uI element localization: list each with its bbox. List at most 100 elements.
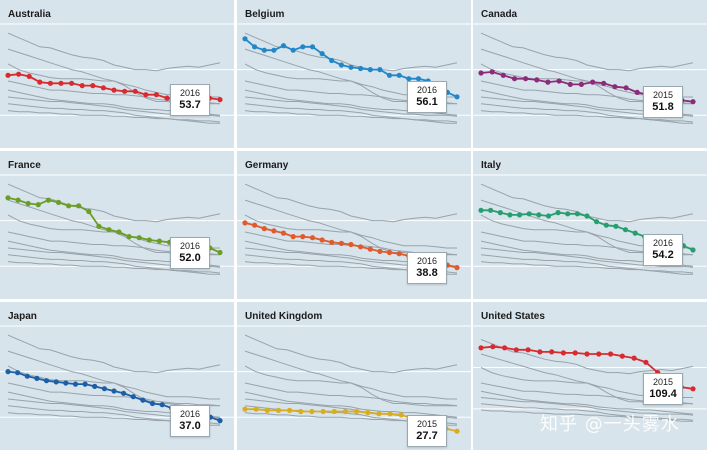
data-point — [217, 418, 223, 424]
data-point — [217, 97, 223, 103]
data-point — [66, 203, 72, 209]
callout-year: 2016 — [652, 238, 674, 248]
data-point — [342, 408, 348, 415]
data-point — [287, 407, 293, 413]
panel-belgium: Belgium 2016 56.1 — [237, 0, 471, 148]
background-country-line — [244, 382, 458, 407]
data-point — [153, 92, 159, 98]
data-point — [329, 57, 335, 64]
data-point — [376, 411, 382, 417]
data-point — [55, 199, 62, 205]
data-point — [537, 349, 543, 355]
data-point — [490, 344, 496, 350]
data-point — [507, 212, 513, 218]
end-value-callout: 2016 54.2 — [643, 234, 683, 266]
data-point — [90, 83, 96, 89]
data-point — [489, 69, 495, 75]
panel-title: United Kingdom — [245, 311, 323, 322]
data-point — [242, 220, 248, 226]
data-point — [596, 351, 602, 357]
data-point — [290, 234, 296, 240]
background-country-line — [244, 183, 458, 223]
data-point — [121, 390, 127, 396]
data-point — [309, 235, 316, 241]
callout-year: 2016 — [416, 84, 438, 95]
data-point — [454, 265, 460, 271]
data-point — [149, 400, 156, 407]
data-point — [126, 234, 132, 240]
data-point — [567, 81, 573, 87]
data-point — [545, 213, 552, 219]
watermark: 知乎 @一头雾水 — [540, 414, 680, 435]
callout-year: 2015 — [652, 89, 674, 100]
data-point — [298, 408, 304, 415]
data-point — [146, 237, 152, 243]
panel-title: Belgium — [245, 9, 285, 20]
callout-year: 2016 — [179, 87, 201, 98]
panel-title: United States — [481, 311, 545, 322]
data-point — [415, 76, 422, 82]
data-point — [555, 210, 561, 216]
data-point — [100, 85, 106, 91]
panel-title: Canada — [481, 9, 518, 20]
data-point — [96, 223, 102, 229]
data-point — [377, 67, 383, 73]
data-point — [261, 226, 267, 232]
data-point — [631, 355, 637, 361]
data-point — [612, 84, 618, 90]
data-point — [15, 370, 21, 376]
end-value-callout: 2016 52.0 — [170, 236, 210, 269]
data-point — [25, 200, 31, 207]
background-country-line — [7, 382, 221, 407]
data-point — [367, 246, 373, 252]
background-country-line — [244, 365, 457, 407]
data-point — [319, 237, 325, 243]
panel-germany: Germany 2016 38.8 — [237, 151, 471, 299]
data-point — [5, 72, 11, 78]
data-point — [72, 381, 79, 387]
data-point — [35, 202, 41, 208]
data-point — [454, 428, 460, 434]
end-value-callout: 2015 109.4 — [643, 372, 683, 405]
background-country-line — [480, 339, 694, 375]
end-value-callout: 2016 37.0 — [170, 404, 210, 437]
data-point — [601, 80, 607, 86]
panel-japan: Japan 2016 37.0 — [0, 302, 234, 450]
data-point — [280, 230, 287, 236]
background-country-line — [7, 254, 220, 275]
data-point — [76, 203, 82, 209]
callout-value: 56.1 — [416, 95, 438, 108]
background-country-line — [480, 254, 693, 275]
data-point — [549, 349, 555, 355]
data-point — [516, 212, 523, 218]
callout-value: 51.8 — [652, 100, 674, 113]
panel-france: France 2016 52.0 — [0, 151, 234, 299]
data-point — [140, 397, 146, 403]
data-point — [275, 407, 282, 413]
panel-plot — [237, 325, 471, 434]
callout-year: 2016 — [179, 408, 201, 419]
data-point — [513, 347, 519, 353]
background-country-line — [244, 199, 457, 249]
background-country-line — [480, 403, 693, 422]
background-country-line — [480, 397, 694, 416]
data-point — [560, 350, 566, 356]
callout-year: 2015 — [416, 419, 438, 430]
callout-value: 53.7 — [179, 98, 201, 111]
data-point — [111, 87, 117, 93]
data-point — [217, 249, 223, 256]
background-country-line — [7, 183, 221, 223]
data-point — [348, 64, 354, 70]
data-point — [53, 379, 59, 385]
callout-year: 2016 — [179, 240, 201, 251]
data-point — [26, 73, 32, 79]
background-country-line — [244, 350, 457, 400]
data-point — [634, 89, 640, 95]
data-point — [82, 381, 88, 387]
end-value-callout: 2015 51.8 — [643, 85, 683, 118]
panel-title: France — [8, 160, 41, 171]
data-point — [454, 94, 460, 100]
background-country-line — [244, 110, 458, 123]
data-point — [261, 47, 267, 53]
data-point — [264, 407, 270, 413]
